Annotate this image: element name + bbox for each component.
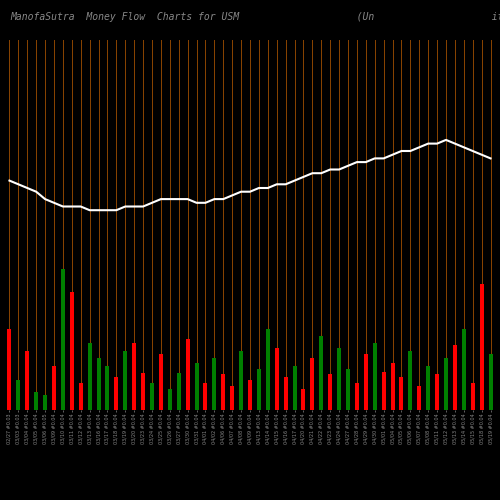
Bar	[124, 351, 128, 410]
Bar	[292, 366, 296, 410]
Bar	[168, 390, 172, 410]
Bar	[239, 351, 243, 410]
Bar	[488, 354, 492, 410]
Bar	[186, 339, 190, 410]
Bar	[248, 380, 252, 410]
Bar	[480, 284, 484, 410]
Bar	[159, 354, 163, 410]
Bar	[176, 373, 180, 410]
Bar	[444, 358, 448, 410]
Bar	[26, 351, 30, 410]
Bar	[462, 328, 466, 410]
Bar	[78, 384, 82, 410]
Bar	[132, 344, 136, 410]
Bar	[346, 368, 350, 410]
Bar	[257, 368, 261, 410]
Bar	[8, 328, 12, 410]
Bar	[328, 374, 332, 410]
Bar	[418, 386, 422, 410]
Bar	[61, 270, 65, 410]
Bar	[222, 374, 226, 410]
Bar	[34, 392, 38, 410]
Bar	[274, 348, 278, 410]
Bar	[204, 384, 208, 410]
Bar	[337, 348, 341, 410]
Bar	[382, 372, 386, 410]
Bar	[194, 362, 198, 410]
Bar	[355, 384, 359, 410]
Bar	[390, 362, 394, 410]
Bar	[302, 390, 306, 410]
Bar	[52, 366, 56, 410]
Bar	[426, 366, 430, 410]
Bar	[141, 373, 145, 410]
Bar	[408, 351, 412, 410]
Bar	[212, 358, 216, 410]
Bar	[372, 344, 376, 410]
Bar	[320, 336, 324, 410]
Bar	[114, 378, 118, 410]
Bar	[266, 328, 270, 410]
Bar	[453, 345, 457, 410]
Bar	[400, 378, 404, 410]
Bar	[43, 395, 47, 410]
Bar	[106, 366, 110, 410]
Bar	[70, 292, 74, 410]
Bar	[470, 384, 474, 410]
Bar	[88, 344, 92, 410]
Bar	[16, 380, 20, 410]
Text: ManofaSutra  Money Flow  Charts for USM                    (Un                  : ManofaSutra Money Flow Charts for USM (U…	[10, 12, 500, 22]
Bar	[230, 386, 234, 410]
Bar	[364, 354, 368, 410]
Bar	[150, 384, 154, 410]
Bar	[310, 358, 314, 410]
Bar	[435, 374, 439, 410]
Bar	[96, 358, 100, 410]
Bar	[284, 378, 288, 410]
